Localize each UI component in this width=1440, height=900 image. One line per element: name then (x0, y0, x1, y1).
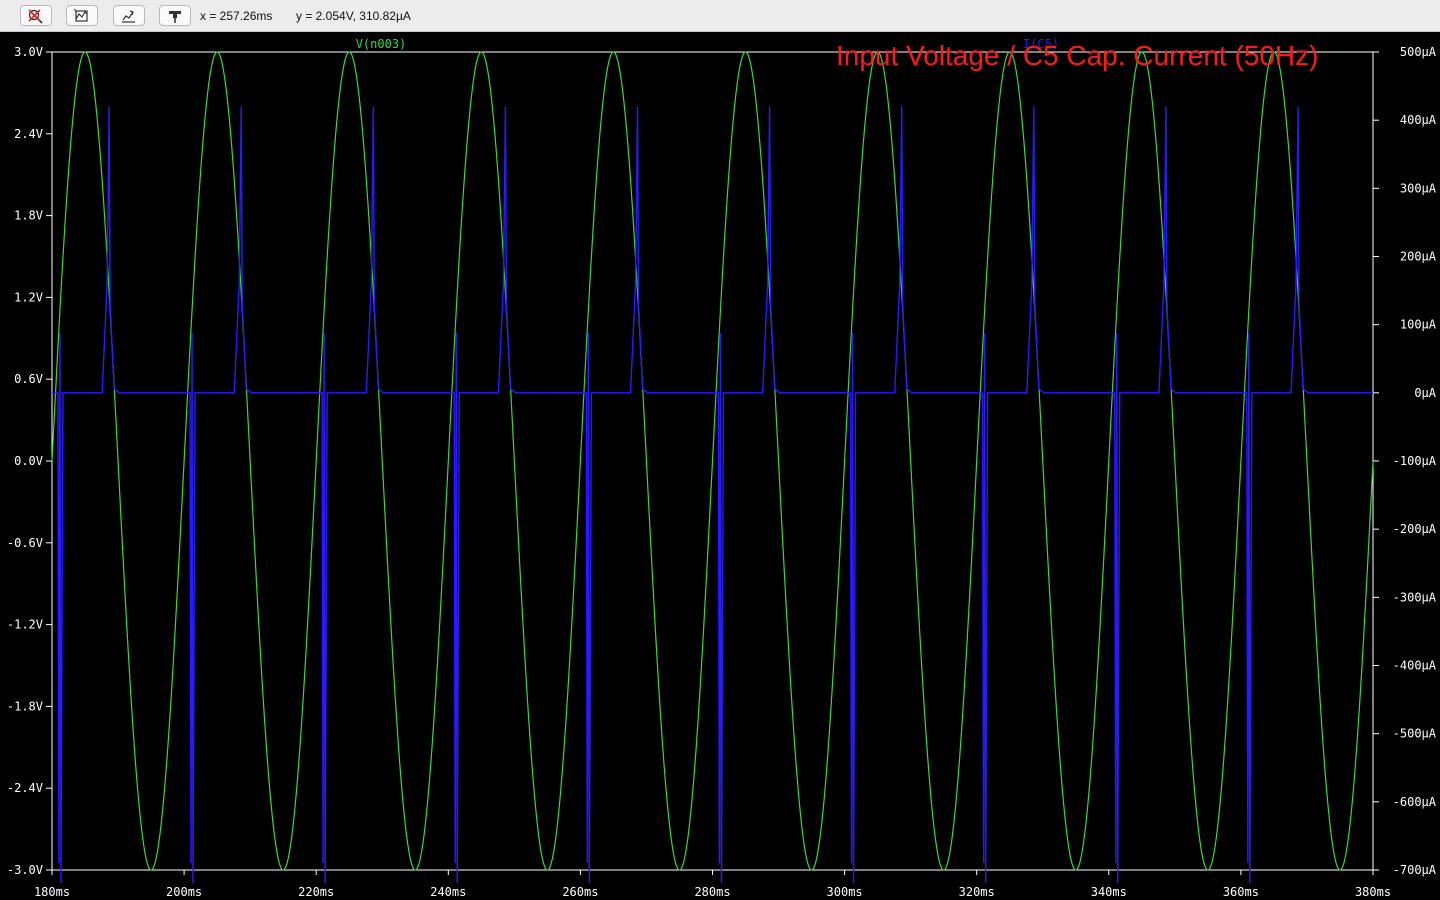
y-left-tick-label: -1.8V (7, 699, 43, 713)
y-right-tick-label: 300µA (1400, 181, 1437, 195)
x-tick-label: 220ms (298, 885, 334, 899)
y-left-tick-label: -2.4V (7, 781, 43, 795)
cursor-y-readout: y = 2.054V, 310.82µA (296, 9, 411, 23)
y-left-tick-label: 1.2V (14, 290, 43, 304)
x-tick-label: 280ms (694, 885, 730, 899)
probe-icon (169, 10, 181, 23)
current-trace-label[interactable]: I(C5) (1023, 37, 1059, 51)
x-tick-label: 300ms (827, 885, 863, 899)
y-right-tick-label: 400µA (1400, 113, 1437, 127)
cursor-x-readout: x = 257.26ms (200, 9, 273, 23)
x-tick-label: 240ms (430, 885, 466, 899)
y-right-tick-label: -200µA (1393, 522, 1437, 536)
autorange-icon (73, 8, 88, 22)
x-tick-label: 200ms (166, 885, 202, 899)
y-left-tick-label: -0.6V (7, 536, 43, 550)
voltage-trace-label[interactable]: V(n003) (356, 37, 407, 51)
y-right-tick-label: 500µA (1400, 45, 1437, 59)
traces (51, 51, 1374, 884)
chart-title: Input Voltage / C5 Cap. Current (50Hz) (836, 40, 1319, 71)
y-right-tick-label: -600µA (1393, 795, 1437, 809)
probe-button[interactable] (159, 5, 191, 26)
y-left-tick-label: 1.8V (14, 209, 43, 223)
y-right-tick-label: 0µA (1414, 386, 1436, 400)
y-right-tick-label: -400µA (1393, 659, 1437, 673)
y-left-tick-label: 3.0V (14, 45, 43, 59)
y-right-tick-label: 200µA (1400, 250, 1437, 264)
autorange-button[interactable] (66, 5, 98, 26)
zoom-cancel-icon (28, 8, 43, 24)
x-tick-label: 320ms (959, 885, 995, 899)
x-tick-label: 180ms (34, 885, 70, 899)
zoom-back-button[interactable] (113, 5, 145, 26)
zoom-cancel-button[interactable] (20, 5, 52, 26)
trace-labels: V(n003) I(C5) (356, 37, 1059, 51)
current-trace (52, 106, 1373, 884)
x-tick-label: 340ms (1091, 885, 1127, 899)
y-right-tick-label: -300µA (1393, 590, 1437, 604)
x-tick-label: 380ms (1355, 885, 1391, 899)
y-left-tick-label: 0.6V (14, 372, 43, 386)
voltage-trace (51, 51, 1374, 871)
x-tick-label: 360ms (1223, 885, 1259, 899)
y-left-tick-label: 0.0V (14, 454, 43, 468)
y-left-tick-label: -1.2V (7, 618, 43, 632)
y-right-tick-label: -500µA (1393, 727, 1437, 741)
y-right-tick-label: -700µA (1393, 863, 1437, 877)
y-right-tick-label: 100µA (1400, 318, 1437, 332)
x-tick-label: 260ms (562, 885, 598, 899)
toolbar: x = 257.26ms y = 2.054V, 310.82µA (0, 0, 1440, 32)
y-left-tick-label: -3.0V (7, 863, 43, 877)
y-right-tick-label: -100µA (1393, 454, 1437, 468)
y-left-tick-label: 2.4V (14, 127, 43, 141)
zoom-back-icon (122, 9, 135, 23)
waveform-plot[interactable]: 180ms 200ms 220ms 240ms 260ms 280ms 300ms 320ms… (0, 32, 1440, 900)
